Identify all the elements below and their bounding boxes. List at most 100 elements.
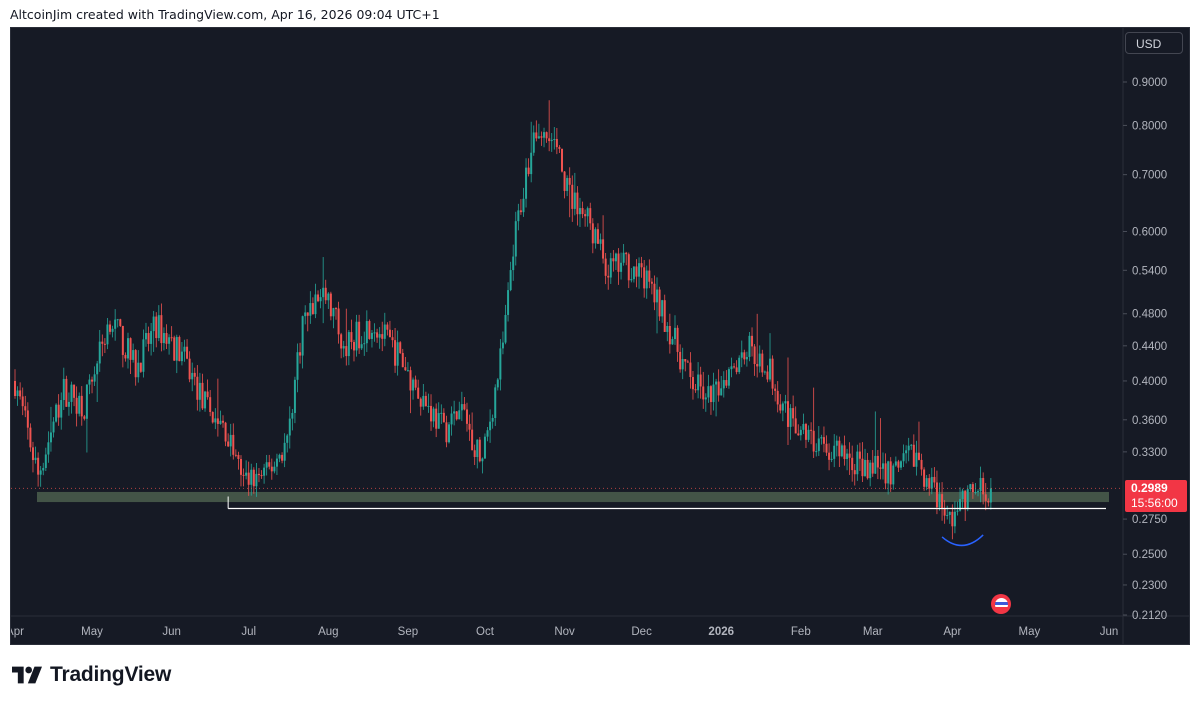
candle bbox=[419, 397, 422, 416]
candle bbox=[245, 460, 248, 480]
candle-body bbox=[191, 372, 194, 380]
candle bbox=[663, 294, 666, 332]
candle bbox=[24, 395, 27, 418]
candle bbox=[34, 446, 37, 464]
candle-body bbox=[57, 404, 60, 418]
candle-body bbox=[735, 367, 738, 373]
candle bbox=[116, 318, 119, 328]
candle bbox=[512, 244, 515, 281]
price-chart[interactable]: 0.9000 0.8000 0.7000 0.6000 0.5400 0.4800 0.44… bbox=[11, 28, 1189, 644]
candle-body bbox=[52, 421, 55, 433]
candle bbox=[352, 339, 355, 362]
time-axis-label: Apr bbox=[943, 626, 961, 638]
candle bbox=[558, 145, 561, 153]
candle-body bbox=[681, 359, 684, 370]
candle bbox=[923, 467, 926, 491]
currency-badge[interactable]: USD bbox=[1125, 32, 1183, 54]
bar-countdown: 15:56:00 bbox=[1131, 496, 1178, 510]
candle bbox=[206, 379, 209, 400]
economic-event-flag-icon[interactable] bbox=[991, 594, 1011, 614]
candle bbox=[751, 327, 754, 357]
candle-body bbox=[622, 252, 625, 263]
candle bbox=[483, 433, 486, 459]
candle-body bbox=[740, 352, 743, 358]
candle-body bbox=[758, 353, 761, 367]
candle-body bbox=[709, 386, 712, 403]
candle bbox=[815, 443, 818, 457]
candle-body bbox=[561, 148, 563, 172]
candle-body bbox=[961, 490, 964, 500]
candle-body bbox=[568, 177, 571, 185]
candle-body bbox=[332, 308, 335, 317]
candle bbox=[368, 319, 371, 340]
candle bbox=[725, 370, 728, 388]
candle bbox=[889, 457, 892, 492]
candle-body bbox=[540, 136, 543, 138]
candle bbox=[391, 330, 394, 348]
candle-body bbox=[494, 387, 497, 418]
candle bbox=[319, 289, 322, 309]
candle bbox=[607, 264, 610, 290]
candle bbox=[314, 283, 317, 319]
candle-body bbox=[293, 379, 296, 413]
candle-body bbox=[394, 340, 397, 366]
candle-body bbox=[306, 312, 309, 316]
candle-body bbox=[673, 327, 676, 340]
candle-body bbox=[422, 395, 425, 407]
chart-pane[interactable]: 0.9000 0.8000 0.7000 0.6000 0.5400 0.4800 0.44… bbox=[10, 27, 1190, 645]
candle-body bbox=[360, 344, 363, 349]
candle-body bbox=[67, 401, 70, 407]
candle bbox=[591, 218, 594, 254]
brand-name: TradingView bbox=[50, 663, 172, 686]
candle bbox=[917, 421, 920, 461]
candle-body bbox=[835, 440, 838, 446]
candle bbox=[609, 252, 612, 284]
candle bbox=[925, 474, 928, 491]
candle bbox=[656, 277, 659, 334]
candle bbox=[404, 356, 407, 371]
candle bbox=[75, 386, 78, 427]
candle-body bbox=[98, 341, 101, 364]
candle-body bbox=[679, 351, 682, 370]
candle-body bbox=[941, 494, 944, 508]
candle-body bbox=[206, 391, 209, 398]
candle bbox=[309, 291, 312, 324]
candle-body bbox=[671, 339, 674, 345]
candle-body bbox=[478, 439, 481, 462]
candle-body bbox=[80, 395, 83, 417]
candle bbox=[363, 331, 366, 356]
candle-body bbox=[861, 458, 864, 477]
candle bbox=[753, 344, 756, 376]
candle-body bbox=[799, 429, 802, 436]
candle bbox=[779, 394, 782, 414]
candle-body bbox=[476, 439, 479, 457]
candle-body bbox=[948, 511, 951, 515]
candle bbox=[509, 261, 512, 292]
candle-body bbox=[969, 484, 972, 490]
candle bbox=[774, 384, 777, 402]
candle-body bbox=[653, 283, 656, 303]
candle bbox=[840, 443, 843, 458]
candle bbox=[88, 374, 91, 395]
candle bbox=[758, 345, 761, 373]
candle bbox=[743, 349, 746, 365]
candle bbox=[358, 314, 361, 354]
candle bbox=[848, 442, 851, 475]
candle-body bbox=[342, 346, 345, 349]
candle-body bbox=[106, 324, 109, 345]
candle-body bbox=[78, 395, 81, 414]
candle bbox=[471, 412, 474, 451]
candle-body bbox=[953, 511, 956, 527]
candle bbox=[247, 461, 250, 496]
candle bbox=[630, 268, 633, 283]
candle-body bbox=[319, 297, 322, 302]
candle-body bbox=[499, 348, 502, 380]
candle bbox=[31, 441, 34, 473]
candle bbox=[912, 434, 915, 467]
candle-body bbox=[419, 398, 422, 407]
candle-body bbox=[60, 400, 63, 418]
candle-body bbox=[224, 422, 227, 442]
candle-body bbox=[864, 459, 867, 477]
candle bbox=[540, 131, 543, 146]
candle bbox=[820, 434, 823, 445]
